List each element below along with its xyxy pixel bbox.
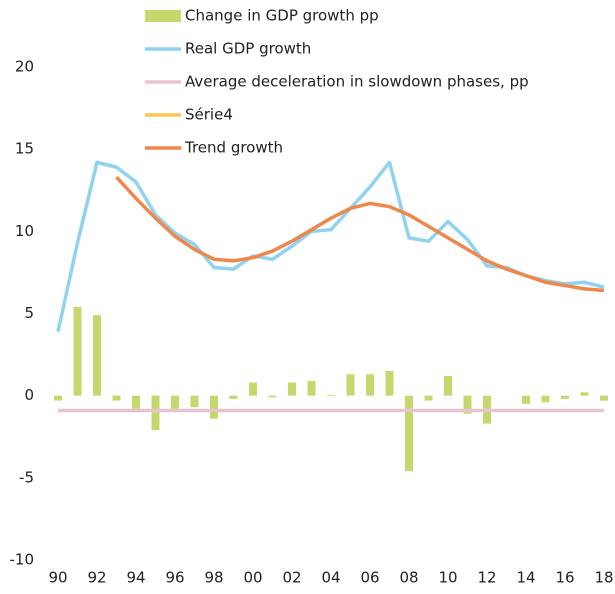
legend-label: Average deceleration in slowdown phases,… (185, 73, 529, 91)
bar (210, 395, 218, 419)
y-tick-label: -10 (10, 551, 35, 569)
bar (346, 374, 355, 396)
bar (190, 395, 199, 408)
line (56, 160, 605, 332)
x-tick-label: 04 (321, 569, 340, 587)
bar (385, 371, 394, 396)
bar (112, 395, 121, 401)
bar (444, 375, 452, 396)
bar (171, 395, 179, 411)
x-tick-label: 10 (438, 569, 457, 587)
bar (268, 395, 277, 398)
legend-label: Real GDP growth (185, 40, 311, 58)
bar (327, 394, 335, 396)
x-tick-label: 00 (243, 569, 262, 587)
bar (463, 395, 472, 414)
bar (366, 374, 374, 396)
bar (600, 395, 608, 401)
line (115, 175, 605, 293)
x-tick-label: 18 (594, 569, 613, 587)
y-tick-label: 5 (24, 304, 34, 322)
y-tick-label: -5 (19, 468, 34, 486)
legend-label: Change in GDP growth pp (185, 7, 379, 25)
bar (405, 395, 413, 472)
bar (229, 395, 238, 399)
x-tick-label: 94 (126, 569, 145, 587)
bar (249, 382, 257, 396)
x-tick-label: 98 (204, 569, 223, 587)
bar (522, 395, 530, 404)
x-tick-label: 12 (477, 569, 496, 587)
x-tick-label: 96 (165, 569, 184, 587)
bar (307, 380, 316, 396)
y-tick-label: 20 (15, 58, 34, 76)
y-tick-label: 0 (24, 386, 34, 404)
y-tick-label: 15 (15, 140, 34, 158)
bar (151, 395, 160, 431)
bar (73, 306, 82, 396)
legend-label: Série4 (185, 106, 233, 124)
bar (424, 395, 433, 401)
bar (93, 315, 101, 396)
bar (580, 392, 589, 396)
x-tick-label: 92 (87, 569, 106, 587)
x-tick-label: 90 (48, 569, 67, 587)
y-tick-label: 10 (15, 222, 34, 240)
bar (54, 395, 62, 401)
bar (132, 395, 140, 409)
legend-swatch (145, 10, 181, 22)
x-tick-label: 16 (555, 569, 574, 587)
x-tick-label: 02 (282, 569, 301, 587)
bar (561, 395, 569, 399)
legend-label: Trend growth (184, 139, 283, 157)
x-tick-label: 08 (399, 569, 418, 587)
bar (288, 382, 296, 396)
x-tick-label: 06 (360, 569, 379, 587)
x-tick-label: 14 (516, 569, 535, 587)
bar (541, 395, 550, 403)
